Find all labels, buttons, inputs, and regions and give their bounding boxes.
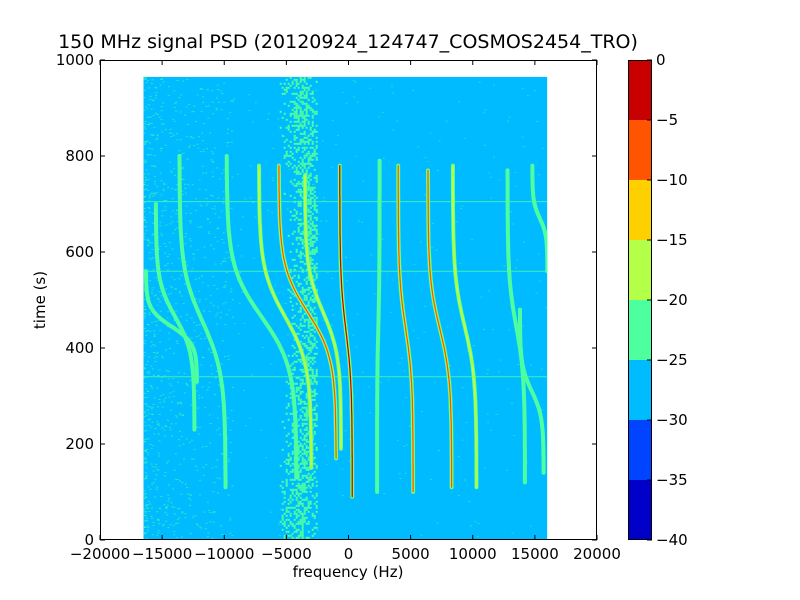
colorbar-segment-3 xyxy=(628,300,652,360)
colorbar-tick-label: −30 xyxy=(656,411,688,429)
doppler-track-8 xyxy=(375,158,382,494)
x-tick-labels: −20000 −15000 −10000 −5000 0 5000 10000 15000 20… xyxy=(70,545,621,563)
plot-frame xyxy=(100,60,597,540)
y-tick-label: 1000 xyxy=(56,51,94,69)
chart-title: 150 MHz signal PSD (20120924_124747_COSM… xyxy=(58,31,638,53)
x-axis-label: frequency (Hz) xyxy=(293,563,404,581)
colorbar-tick-labels: 0 −5 −10 −15 −20 −25 −30 −35 −40 xyxy=(656,51,688,549)
doppler-track-13 xyxy=(530,163,548,274)
colorbar-segment-2 xyxy=(628,360,652,420)
doppler-track-5 xyxy=(276,163,339,461)
y-axis-label: time (s) xyxy=(31,271,49,329)
colorbar-tick-label: −25 xyxy=(656,351,688,369)
doppler-track-7 xyxy=(337,163,355,499)
doppler-tracks xyxy=(144,154,548,499)
doppler-track-0 xyxy=(144,269,199,384)
doppler-track-3 xyxy=(224,154,299,480)
colorbar-segment-7 xyxy=(628,60,652,120)
doppler-track-11 xyxy=(450,163,479,490)
colorbar-segment-1 xyxy=(628,420,652,480)
doppler-track-14 xyxy=(518,307,546,475)
heatmap xyxy=(143,76,548,541)
doppler-track-9 xyxy=(396,163,416,494)
doppler-track-4 xyxy=(257,163,314,470)
y-tick-label: 200 xyxy=(65,435,94,453)
colorbar-tick-label: −15 xyxy=(656,231,688,249)
colorbar-tick-label: −10 xyxy=(656,171,688,189)
colorbar-tick-label: −5 xyxy=(656,111,678,129)
colorbar-segment-0 xyxy=(628,480,652,540)
colorbar-tick-label: −40 xyxy=(656,531,688,549)
y-tick-label: 400 xyxy=(65,339,94,357)
colorbar-tick-label: −35 xyxy=(656,471,688,489)
x-tick-label: 20000 xyxy=(573,545,621,563)
doppler-track-6 xyxy=(303,173,343,451)
y-tick-label: 600 xyxy=(65,243,94,261)
plot-area xyxy=(99,59,598,541)
x-tick-label: 15000 xyxy=(511,545,559,563)
x-tick-label: −20000 xyxy=(70,545,130,563)
doppler-track-10 xyxy=(426,168,454,490)
colorbar-segment-4 xyxy=(628,240,652,300)
x-tick-label: −5000 xyxy=(261,545,312,563)
noise-band xyxy=(279,76,318,541)
x-tick-label: −10000 xyxy=(194,545,254,563)
edge-speckle xyxy=(143,77,548,541)
doppler-track-2 xyxy=(177,154,228,490)
doppler-track-12 xyxy=(505,168,527,485)
doppler-track-1 xyxy=(153,202,197,432)
colorbar xyxy=(628,59,652,541)
colorbar-tick-label: −20 xyxy=(656,291,688,309)
y-tick-labels: 0 200 400 600 800 1000 xyxy=(56,51,94,549)
colorbar-segment-6 xyxy=(628,120,652,180)
colorbar-segment-5 xyxy=(628,180,652,240)
x-tick-label: −15000 xyxy=(132,545,192,563)
y-tick-label: 0 xyxy=(84,531,94,549)
x-tick-label: 0 xyxy=(344,545,354,563)
x-tick-label: 5000 xyxy=(392,545,430,563)
colorbar-tick-label: 0 xyxy=(656,51,666,69)
y-tick-label: 800 xyxy=(65,147,94,165)
x-tick-label: 10000 xyxy=(449,545,497,563)
